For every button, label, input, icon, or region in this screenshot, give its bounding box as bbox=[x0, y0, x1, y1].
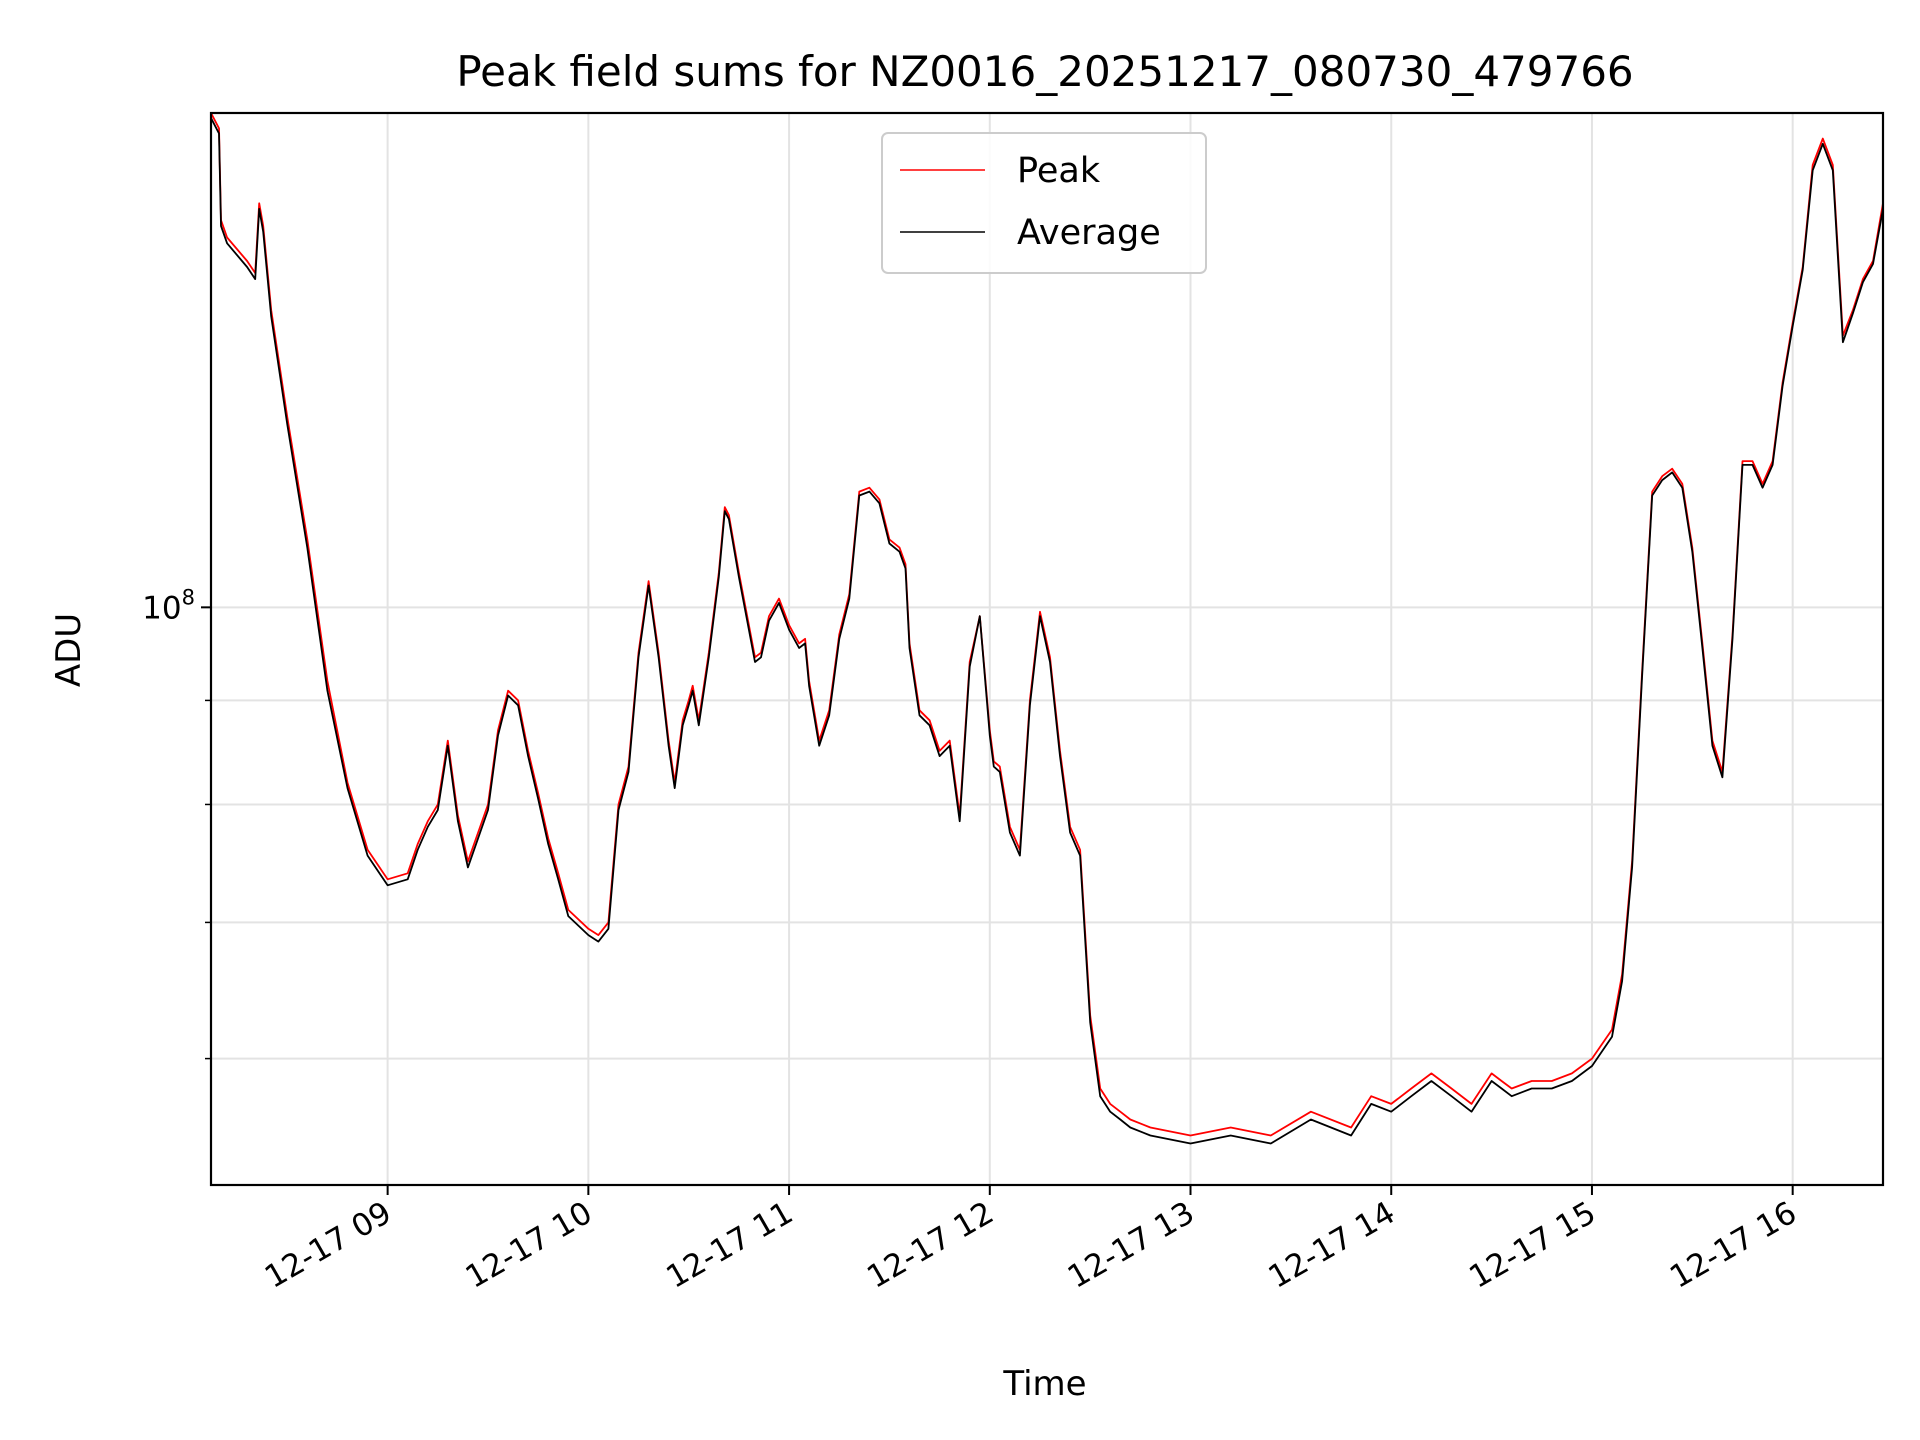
series-lines bbox=[211, 113, 1883, 1145]
y-axis-ticks: 108 bbox=[142, 585, 211, 1060]
legend-label-average: Average bbox=[1017, 213, 1161, 253]
grid-lines bbox=[211, 113, 1883, 1185]
legend: Peak Average bbox=[881, 132, 1207, 274]
x-axis-label: Time bbox=[1002, 1364, 1086, 1404]
plot-frame bbox=[209, 111, 1885, 1187]
y-tick-label: 108 bbox=[142, 585, 195, 626]
y-axis-label: ADU bbox=[49, 613, 89, 687]
legend-box bbox=[881, 132, 1207, 274]
chart-title: Peak field sums for NZ0016_20251217_0807… bbox=[456, 47, 1633, 96]
legend-label-peak: Peak bbox=[1017, 151, 1101, 191]
series-line-average bbox=[211, 117, 1883, 1145]
